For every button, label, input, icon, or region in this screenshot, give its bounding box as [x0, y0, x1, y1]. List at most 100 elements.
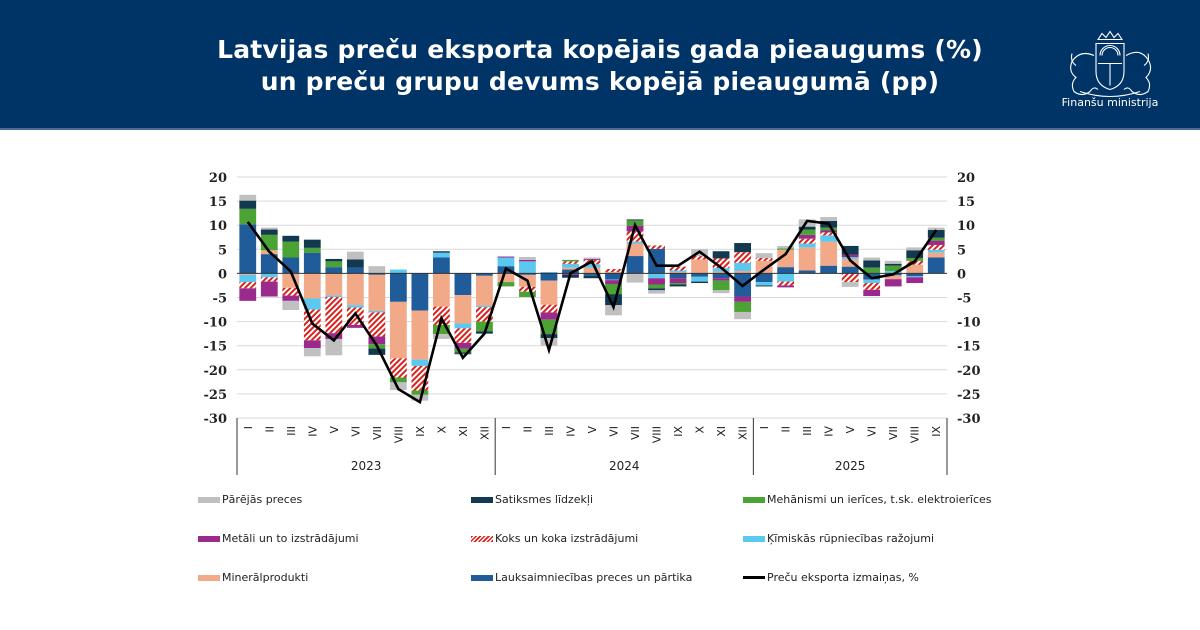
- bar-stack: [927, 227, 945, 274]
- bar-segment: [411, 390, 429, 395]
- bar-segment: [433, 273, 450, 307]
- bar-segment: [497, 273, 515, 283]
- x-month-label: X: [694, 426, 707, 434]
- bar-stack: [368, 266, 386, 355]
- bar-segment: [368, 266, 386, 274]
- y-axis-right: 20 15 10 5 0 -5 -10 -15 -20 -25 -30: [957, 171, 981, 427]
- bar-segment: [282, 300, 300, 311]
- bar-segment: [755, 285, 773, 287]
- bar-segment: [454, 348, 472, 353]
- legend-label: Lauksaimniecības preces un pārtika: [495, 571, 693, 584]
- bar-segment: [497, 256, 515, 258]
- bar-segment: [691, 259, 708, 274]
- bar-segment: [798, 234, 816, 239]
- bar-segment: [325, 261, 343, 268]
- x-month-label: III: [543, 426, 556, 436]
- bar-segment: [884, 263, 902, 266]
- bar-segment: [282, 257, 300, 274]
- legend-line: [743, 576, 765, 579]
- legend-swatch: [198, 574, 220, 581]
- bar-segment: [755, 253, 773, 258]
- x-month-label: IX: [414, 426, 427, 437]
- bar-segment: [476, 275, 493, 306]
- bar-segment: [927, 244, 945, 250]
- bar-segment: [841, 273, 859, 283]
- bar-segment: [346, 273, 364, 306]
- gridlines: [237, 176, 947, 419]
- bar-segment: [303, 298, 321, 310]
- bar-segment: [368, 310, 386, 313]
- bar-segment: [433, 252, 450, 258]
- bar-segment: [777, 245, 795, 249]
- legend-item-koks: Koks un koka izstrādājumi: [471, 532, 638, 545]
- bar-segment: [927, 240, 945, 245]
- bar-segment: [734, 301, 751, 312]
- bar-segment: [303, 273, 321, 299]
- legend-item-mineralprodukti: Minerālprodukti: [198, 571, 308, 584]
- bar-segment: [820, 235, 838, 242]
- bar-segment: [927, 252, 945, 258]
- bar-segment: [476, 321, 493, 332]
- bar-segment: [411, 359, 429, 366]
- bar-segment: [841, 266, 859, 274]
- bar-segment: [820, 241, 838, 266]
- bar-stack: [433, 251, 450, 339]
- bar-segment: [303, 340, 321, 349]
- x-month-label: IX: [672, 426, 685, 437]
- bar-segment: [239, 208, 257, 225]
- bar-segment: [820, 217, 838, 221]
- bar-segment: [282, 241, 300, 258]
- bar-segment: [519, 261, 536, 274]
- legend-swatch: [743, 535, 765, 542]
- bar-segment: [368, 312, 386, 337]
- bar-segment: [454, 295, 472, 324]
- bar-segment: [562, 261, 579, 264]
- bar-segment: [239, 288, 257, 301]
- bar-segment: [712, 258, 730, 269]
- bar-stack: [411, 273, 429, 401]
- bar-segment: [433, 324, 450, 335]
- bar-segment: [239, 194, 257, 201]
- bar-segment: [562, 269, 579, 274]
- bar-segment: [583, 275, 601, 279]
- bar-segment: [540, 334, 558, 338]
- bar-stack: [260, 227, 278, 297]
- bar-segment: [863, 260, 881, 268]
- bar-segment: [282, 295, 300, 301]
- bar-segment: [906, 264, 924, 274]
- bar-segment: [712, 290, 730, 294]
- bar-segment: [583, 273, 601, 276]
- bar-segment: [454, 328, 472, 343]
- header-banner: Latvijas preču eksporta kopējais gada pi…: [0, 0, 1200, 128]
- bar-segment: [583, 264, 601, 268]
- bar-segment: [884, 260, 902, 264]
- bar-segment: [476, 273, 493, 276]
- legend-label: Minerālprodukti: [222, 571, 309, 584]
- bar-segment: [712, 280, 730, 291]
- bar-segment: [927, 227, 945, 231]
- legend-item-lauksaimniecibas: Lauksaimniecības preces un pārtika: [471, 571, 692, 584]
- x-month-label: VIII: [392, 426, 405, 443]
- bar-segment: [626, 219, 644, 221]
- legend-item-satiksmes-lidzekli: Satiksmes līdzekļi: [471, 493, 593, 506]
- bar-segment: [669, 278, 687, 284]
- bar-stack: [454, 273, 472, 355]
- bar-segment: [734, 252, 751, 263]
- bar-segment: [433, 257, 450, 274]
- bar-segment: [583, 267, 601, 274]
- bar-segment: [260, 227, 278, 230]
- bar-segment: [519, 257, 536, 260]
- x-month-label: V: [844, 426, 857, 434]
- legend-label: Metāli un to izstrādājumi: [222, 532, 359, 545]
- bar-segment: [411, 310, 429, 360]
- bar-segment: [755, 282, 773, 286]
- x-month-label: V: [328, 426, 341, 434]
- x-month-label: I: [758, 426, 771, 429]
- bar-segment: [820, 230, 838, 233]
- bar-segment: [239, 274, 257, 283]
- x-month-label: X: [435, 426, 448, 434]
- bar-segment: [368, 348, 386, 355]
- y-axis-left: 20 15 10 5 0 -5 -10 -15 -20 -25 -30: [204, 171, 228, 427]
- y-tick-label-left: 5: [218, 243, 227, 258]
- x-month-label: IV: [564, 426, 577, 437]
